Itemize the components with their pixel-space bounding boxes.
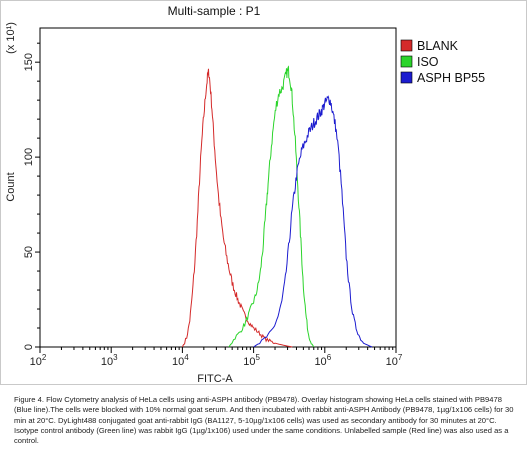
flow-cytometry-histogram: 102 103 104 105 106 107 0 50 100 150 Multi-sampl… xyxy=(5,4,485,384)
plot-area: 102 103 104 105 106 107 0 50 100 150 xyxy=(23,27,403,368)
legend-label: BLANK xyxy=(417,39,459,53)
legend-label: ASPH BP55 xyxy=(417,71,485,85)
y-axis: 0 50 100 150 xyxy=(23,42,40,350)
y-multiplier-label: (x 10¹) xyxy=(5,22,17,54)
y-axis-label: Count xyxy=(5,172,17,201)
legend: BLANK ISO ASPH BP55 xyxy=(400,39,485,85)
y-tick-label: 50 xyxy=(23,246,35,258)
x-axis-label: FITC-A xyxy=(197,373,233,384)
legend-swatch xyxy=(400,39,413,52)
x-tick-label: 103 xyxy=(101,353,118,368)
x-tick-label: 106 xyxy=(314,353,331,368)
series-line-blank xyxy=(181,68,293,348)
series-line-iso xyxy=(228,65,315,348)
plot-frame xyxy=(39,27,397,348)
series-line-asph-bp55 xyxy=(253,95,373,348)
figure-caption: Figure 4. Flow Cytometry analysis of HeL… xyxy=(14,395,514,446)
x-axis: 102 103 104 105 106 107 xyxy=(30,347,403,368)
legend-swatch xyxy=(400,55,413,68)
legend-label: ISO xyxy=(417,55,439,69)
x-tick-label: 102 xyxy=(30,353,47,368)
x-tick-label: 105 xyxy=(243,353,260,368)
x-tick-label: 107 xyxy=(386,353,403,368)
histogram-curves xyxy=(181,65,373,348)
chart-title: Multi-sample : P1 xyxy=(168,4,261,18)
y-tick-label: 100 xyxy=(23,148,35,166)
x-tick-label: 104 xyxy=(172,353,189,368)
legend-swatch xyxy=(400,71,413,84)
y-tick-label: 150 xyxy=(23,53,35,71)
y-tick-label: 0 xyxy=(23,344,35,350)
